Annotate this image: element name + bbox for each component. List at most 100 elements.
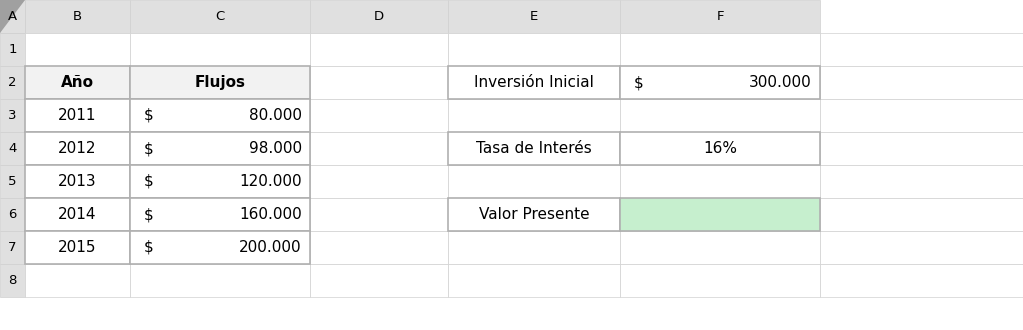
Text: 160.000: 160.000 xyxy=(239,207,302,222)
Text: 80.000: 80.000 xyxy=(249,108,302,123)
Bar xyxy=(310,198,448,231)
Bar xyxy=(130,231,310,264)
Bar xyxy=(448,33,620,66)
Bar xyxy=(130,66,310,99)
Bar xyxy=(25,264,130,297)
Bar xyxy=(25,132,130,165)
Bar xyxy=(25,165,130,198)
Text: 120.000: 120.000 xyxy=(239,174,302,189)
Bar xyxy=(25,0,130,33)
Bar xyxy=(0,264,25,297)
Bar xyxy=(130,99,310,132)
Text: D: D xyxy=(374,10,384,23)
Bar xyxy=(448,198,620,231)
Text: 2014: 2014 xyxy=(58,207,97,222)
Bar xyxy=(620,198,820,231)
Text: 2012: 2012 xyxy=(58,141,97,156)
Text: $: $ xyxy=(144,174,153,189)
Bar xyxy=(310,66,448,99)
Bar xyxy=(620,132,820,165)
Bar xyxy=(25,132,130,165)
Bar xyxy=(25,231,130,264)
Bar xyxy=(820,198,1023,231)
Bar xyxy=(130,264,310,297)
Bar xyxy=(820,165,1023,198)
Bar xyxy=(25,33,130,66)
Bar xyxy=(25,99,130,132)
Text: 7: 7 xyxy=(8,241,16,254)
Bar xyxy=(620,198,820,231)
Bar xyxy=(0,132,25,165)
Bar xyxy=(25,231,130,264)
Text: 1: 1 xyxy=(8,43,16,56)
Bar xyxy=(25,165,130,198)
Bar xyxy=(820,132,1023,165)
Bar xyxy=(448,132,620,165)
Bar xyxy=(310,0,448,33)
Polygon shape xyxy=(0,0,25,33)
Bar xyxy=(130,66,310,99)
Bar xyxy=(0,0,25,33)
Bar xyxy=(130,0,310,33)
Text: A: A xyxy=(8,10,17,23)
Bar xyxy=(25,198,130,231)
Text: $: $ xyxy=(144,207,153,222)
Bar xyxy=(310,33,448,66)
Text: 4: 4 xyxy=(8,142,16,155)
Bar xyxy=(0,0,25,33)
Bar xyxy=(820,66,1023,99)
Bar xyxy=(130,132,310,165)
Bar xyxy=(448,0,620,33)
Bar xyxy=(130,99,310,132)
Bar xyxy=(310,231,448,264)
Text: 2013: 2013 xyxy=(58,174,97,189)
Bar xyxy=(820,99,1023,132)
Bar xyxy=(130,165,310,198)
Bar xyxy=(448,231,620,264)
Bar xyxy=(310,99,448,132)
Bar xyxy=(820,231,1023,264)
Text: C: C xyxy=(216,10,225,23)
Text: Tasa de Interés: Tasa de Interés xyxy=(476,141,592,156)
Bar xyxy=(620,99,820,132)
Text: 6: 6 xyxy=(8,208,16,221)
Text: Inversión Inicial: Inversión Inicial xyxy=(474,75,594,90)
Bar xyxy=(0,165,25,198)
Text: $: $ xyxy=(144,240,153,255)
Bar xyxy=(310,132,448,165)
Bar xyxy=(0,99,25,132)
Bar xyxy=(448,264,620,297)
Bar xyxy=(0,66,25,99)
Bar xyxy=(130,132,310,165)
Bar xyxy=(130,231,310,264)
Text: 2011: 2011 xyxy=(58,108,97,123)
Bar xyxy=(0,231,25,264)
Bar xyxy=(448,198,620,231)
Bar xyxy=(0,198,25,231)
Bar xyxy=(0,33,25,66)
Bar xyxy=(620,264,820,297)
Bar xyxy=(448,66,620,99)
Bar xyxy=(130,198,310,231)
Bar xyxy=(448,66,620,99)
Text: E: E xyxy=(530,10,538,23)
Bar xyxy=(130,33,310,66)
Bar xyxy=(820,33,1023,66)
Text: 300.000: 300.000 xyxy=(749,75,812,90)
Bar xyxy=(310,165,448,198)
Bar xyxy=(620,0,820,33)
Bar xyxy=(310,264,448,297)
Bar xyxy=(448,132,620,165)
Text: 16%: 16% xyxy=(703,141,737,156)
Bar xyxy=(130,165,310,198)
Bar xyxy=(620,132,820,165)
Text: $: $ xyxy=(634,75,643,90)
Text: $: $ xyxy=(144,108,153,123)
Bar xyxy=(25,66,130,99)
Bar xyxy=(448,165,620,198)
Text: F: F xyxy=(716,10,723,23)
Text: 8: 8 xyxy=(8,274,16,287)
Bar xyxy=(620,231,820,264)
Text: 5: 5 xyxy=(8,175,16,188)
Bar xyxy=(620,33,820,66)
